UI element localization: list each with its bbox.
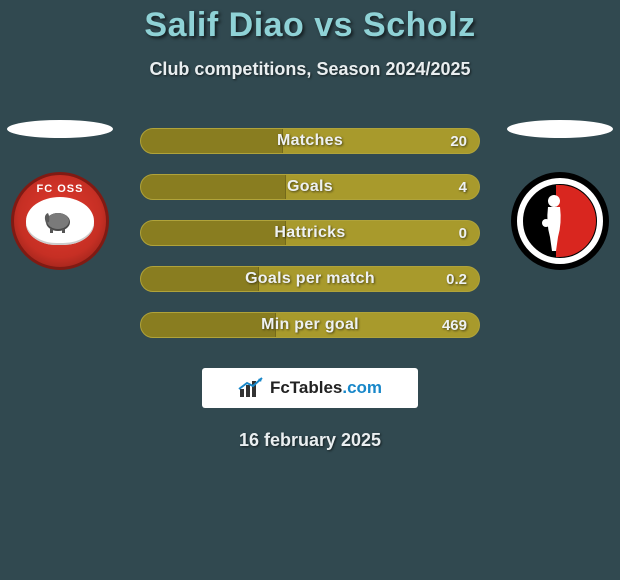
branding-badge: FcTables.com <box>202 368 418 408</box>
date-text: 16 february 2025 <box>0 430 620 451</box>
compare-block: FC OSS <box>0 128 620 338</box>
page-title: Salif Diao vs Scholz <box>0 6 620 45</box>
player-left-column: FC OSS <box>0 120 120 270</box>
stat-bar-label: Goals <box>141 175 479 199</box>
stat-bar: Hattricks0 <box>140 220 480 246</box>
player-right-column <box>500 120 620 270</box>
stat-bar-label: Min per goal <box>141 313 479 337</box>
stat-bar: Goals4 <box>140 174 480 200</box>
stat-bar: Matches20 <box>140 128 480 154</box>
club-badge-left-label: FC OSS <box>37 183 84 195</box>
avatar-placeholder-left <box>7 120 113 138</box>
bars-chart-icon <box>238 377 264 399</box>
stat-bar-label: Hattricks <box>141 221 479 245</box>
club-badge-left: FC OSS <box>11 172 109 270</box>
stat-bar-value: 469 <box>442 313 467 337</box>
club-badge-left-icon <box>26 197 94 245</box>
stat-bar-value: 4 <box>459 175 467 199</box>
stat-bar-value: 20 <box>450 129 467 153</box>
stat-bar-value: 0.2 <box>446 267 467 291</box>
branding-text: FcTables.com <box>270 378 382 398</box>
club-badge-right-icon <box>540 193 568 253</box>
club-badge-right <box>511 172 609 270</box>
stats-bars: Matches20 Goals4 Hattricks0 Goals per match… <box>140 128 480 338</box>
stat-bar-label: Goals per match <box>141 267 479 291</box>
comparison-card: Salif Diao vs Scholz Club competitions, … <box>0 0 620 451</box>
subtitle: Club competitions, Season 2024/2025 <box>0 59 620 80</box>
avatar-placeholder-right <box>507 120 613 138</box>
branding-name: FcTables <box>270 378 342 397</box>
branding-domain: .com <box>342 378 382 397</box>
stat-bar-label: Matches <box>141 129 479 153</box>
stat-bar-value: 0 <box>459 221 467 245</box>
stat-bar: Goals per match0.2 <box>140 266 480 292</box>
stat-bar: Min per goal469 <box>140 312 480 338</box>
